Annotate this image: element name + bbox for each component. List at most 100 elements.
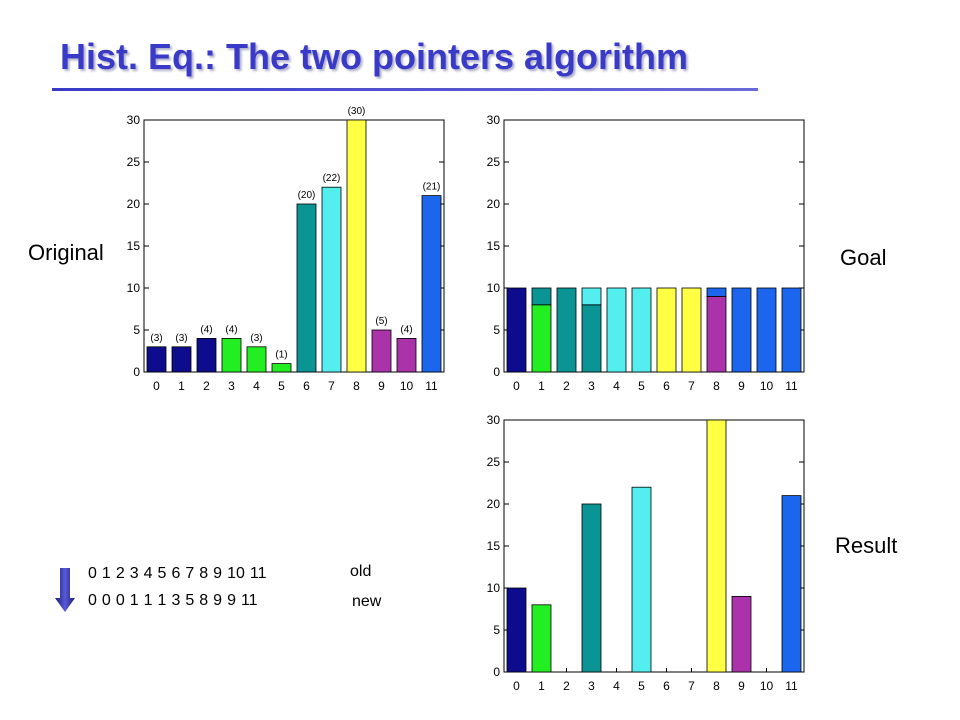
bar <box>706 419 727 673</box>
bar <box>346 119 367 373</box>
original-histogram: 0 5 10 15 20 25 30 0 1 2 3 4 5 6 7 8 9 10 11 (3) (3) (4) (4) (3… <box>127 106 445 393</box>
y-tick-label: 5 <box>493 623 500 637</box>
y-tick-label: 10 <box>487 581 501 595</box>
bar-value-label: (1) <box>275 350 287 361</box>
y-tick-label: 25 <box>487 155 501 169</box>
y-tick-label: 5 <box>133 323 140 337</box>
mapping-cell: 0 <box>88 565 97 582</box>
mapping-cell: 1 <box>101 565 111 582</box>
x-tick-label: 5 <box>638 679 645 693</box>
bar-value-label: (20) <box>298 190 316 201</box>
y-tick-label: 15 <box>127 239 141 253</box>
mapping-cell: 7 <box>185 565 195 582</box>
mapping-cell: 4 <box>143 565 153 582</box>
mapping-cell: 11 <box>240 592 258 609</box>
mapping-cell: 1 <box>143 592 153 609</box>
x-tick-label: 11 <box>425 379 438 393</box>
mapping-cell: 9 <box>227 592 236 609</box>
stacked-bar-segment <box>731 287 752 373</box>
slide-title: Hist. Eq.: The two pointers algorithm <box>60 36 689 77</box>
stacked-bar-segment <box>706 287 727 297</box>
bar-value-label: (3) <box>175 333 187 344</box>
x-tick-label: 0 <box>513 379 520 393</box>
y-tick-label: 30 <box>487 413 501 427</box>
result-histogram: 0 5 10 15 20 25 30 0 1 2 3 4 5 6 7 8 9 10 11 <box>487 413 805 693</box>
mapping-cell: 0 <box>115 592 125 609</box>
mapping-cell: 11 <box>249 565 267 582</box>
stacked-bar-segment <box>756 287 777 373</box>
x-tick-label: 1 <box>178 379 185 393</box>
bar <box>581 503 602 673</box>
bar-value-label: (5) <box>375 316 387 327</box>
x-tick-label: 3 <box>228 379 235 393</box>
y-tick-label: 0 <box>493 665 500 679</box>
stacked-bar-segment <box>581 304 602 373</box>
bar <box>196 337 217 373</box>
mapping-cell: 2 <box>115 565 125 582</box>
x-tick-label: 0 <box>153 379 160 393</box>
mapping-new-row: 0 0 0 1 1 1 3 5 8 9 9 11 <box>88 592 263 610</box>
y-tick-label: 15 <box>487 539 501 553</box>
bar-value-label: (21) <box>423 182 441 193</box>
bar-value-label: (4) <box>200 324 212 335</box>
bar <box>781 495 802 673</box>
y-tick-label: 20 <box>127 197 141 211</box>
x-tick-label: 6 <box>663 379 670 393</box>
bar-value-label: (3) <box>250 333 262 344</box>
x-tick-label: 0 <box>513 679 520 693</box>
stacked-bar-segment <box>681 287 702 373</box>
mapping-cell: 10 <box>227 565 245 582</box>
y-tick-label: 25 <box>127 155 141 169</box>
mapping-cell: 5 <box>185 592 195 609</box>
x-tick-label: 11 <box>785 679 798 693</box>
y-tick-label: 30 <box>487 113 501 127</box>
bar <box>221 337 242 373</box>
x-tick-label: 4 <box>613 679 620 693</box>
y-tick-label: 15 <box>487 239 501 253</box>
x-tick-label: 5 <box>278 379 285 393</box>
original-label: Original <box>28 240 104 265</box>
y-tick-label: 20 <box>487 497 501 511</box>
stacked-bar-segment <box>531 304 552 373</box>
mapping-cell: 8 <box>199 565 209 582</box>
bar-value-label: (4) <box>225 324 237 335</box>
y-tick-label: 0 <box>493 365 500 379</box>
bar-value-label: (4) <box>400 324 412 335</box>
y-tick-label: 5 <box>493 323 500 337</box>
bar <box>146 346 167 373</box>
x-tick-label: 10 <box>400 379 414 393</box>
mapping-cell: 8 <box>199 592 209 609</box>
mapping-cell: 0 <box>88 592 97 609</box>
bar <box>271 363 292 373</box>
mapping-cell: 3 <box>171 592 181 609</box>
bar <box>531 604 552 673</box>
x-tick-label: 10 <box>760 379 774 393</box>
x-tick-label: 11 <box>785 379 798 393</box>
x-tick-label: 5 <box>638 379 645 393</box>
x-tick-label: 2 <box>203 379 210 393</box>
x-tick-label: 3 <box>588 679 595 693</box>
mapping-cell: 0 <box>101 592 111 609</box>
bar <box>421 195 442 373</box>
y-tick-label: 10 <box>127 281 141 295</box>
stacked-bar-segment <box>706 295 727 373</box>
stacked-bar-segment <box>656 287 677 373</box>
bar <box>506 587 527 673</box>
x-tick-label: 3 <box>588 379 595 393</box>
mapping-cell: 5 <box>157 565 167 582</box>
old-row-label: old <box>350 563 372 580</box>
result-label: Result <box>835 533 898 558</box>
x-tick-label: 2 <box>563 679 570 693</box>
x-tick-label: 10 <box>760 679 774 693</box>
mapping-cell: 9 <box>213 592 223 609</box>
y-tick-label: 10 <box>487 281 501 295</box>
bar <box>246 346 267 373</box>
x-tick-label: 7 <box>328 379 335 393</box>
stacked-bar-segment <box>631 287 652 373</box>
mapping-cell: 1 <box>129 592 139 609</box>
bar <box>731 595 752 673</box>
stacked-bar-segment <box>781 287 802 373</box>
x-tick-label: 9 <box>378 379 385 393</box>
x-tick-label: 8 <box>713 679 720 693</box>
goal-label: Goal <box>840 245 887 270</box>
